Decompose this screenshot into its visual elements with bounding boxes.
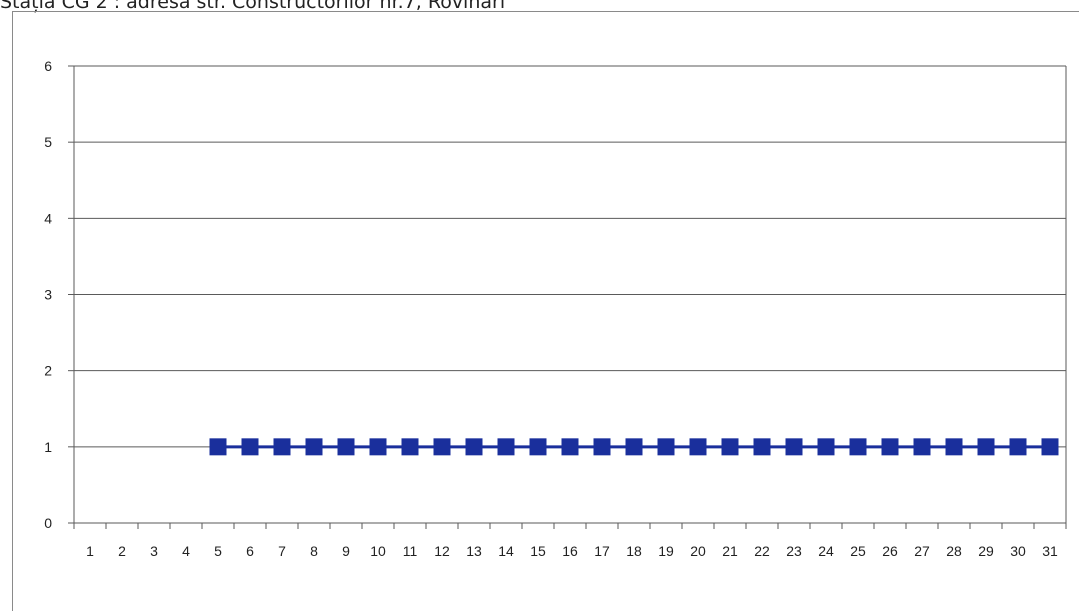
data-point-marker (305, 438, 323, 456)
x-tick-label: 16 (562, 543, 578, 559)
chart-caption: Stația CG 2 : adresa str. Constructorilo… (0, 0, 506, 13)
data-point-marker (561, 438, 579, 456)
y-tick-label: 1 (44, 439, 52, 455)
x-tick-label: 27 (914, 543, 930, 559)
y-tick-label: 0 (44, 515, 52, 531)
data-point-marker (593, 438, 611, 456)
data-point-marker (689, 438, 707, 456)
data-point-marker (977, 438, 995, 456)
data-point-marker (273, 438, 291, 456)
data-point-marker (1041, 438, 1059, 456)
data-point-marker (881, 438, 899, 456)
data-point-marker (465, 438, 483, 456)
data-point-marker (529, 438, 547, 456)
data-point-marker (945, 438, 963, 456)
x-tick-label: 8 (310, 543, 318, 559)
x-tick-label: 23 (786, 543, 802, 559)
x-tick-label: 5 (214, 543, 222, 559)
x-tick-label: 6 (246, 543, 254, 559)
x-tick-label: 9 (342, 543, 350, 559)
x-tick-label: 17 (594, 543, 610, 559)
data-point-marker (721, 438, 739, 456)
data-point-marker (913, 438, 931, 456)
x-tick-label: 3 (150, 543, 158, 559)
x-tick-label: 19 (658, 543, 674, 559)
x-tick-label: 18 (626, 543, 642, 559)
x-tick-label: 25 (850, 543, 866, 559)
x-tick-label: 28 (946, 543, 962, 559)
x-tick-label: 7 (278, 543, 286, 559)
x-tick-label: 12 (434, 543, 450, 559)
x-tick-label: 30 (1010, 543, 1026, 559)
x-tick-label: 15 (530, 543, 546, 559)
data-point-marker (753, 438, 771, 456)
data-point-marker (433, 438, 451, 456)
x-tick-label: 22 (754, 543, 770, 559)
data-point-marker (337, 438, 355, 456)
x-tick-label: 10 (370, 543, 386, 559)
x-tick-label: 31 (1042, 543, 1058, 559)
x-tick-label: 2 (118, 543, 126, 559)
data-point-marker (849, 438, 867, 456)
x-tick-label: 4 (182, 543, 190, 559)
x-tick-labels: 1 2 3 4 5 6 7 8 9 10 11 12 13 14 15 16 17 18 19 20 21 22 23 24 2… (86, 543, 1058, 559)
x-tick-label: 13 (466, 543, 482, 559)
x-tick-label: 29 (978, 543, 994, 559)
data-point-marker (1009, 438, 1027, 456)
data-point-marker (401, 438, 419, 456)
data-point-marker (369, 438, 387, 456)
x-tick-label: 1 (86, 543, 94, 559)
y-tick-labels: 0 1 2 3 4 5 6 (44, 58, 52, 531)
y-tick-label: 2 (44, 363, 52, 379)
y-tick-label: 3 (44, 287, 52, 303)
data-point-marker (209, 438, 227, 456)
data-point-marker (785, 438, 803, 456)
data-point-marker (817, 438, 835, 456)
x-tick-label: 14 (498, 543, 514, 559)
x-tick-label: 21 (722, 543, 738, 559)
data-point-marker (241, 438, 259, 456)
y-tick-label: 5 (44, 134, 52, 150)
series-layer (209, 438, 1059, 456)
y-tick-label: 6 (44, 58, 52, 74)
x-tick-label: 24 (818, 543, 834, 559)
axes (68, 65, 1067, 529)
x-tick-label: 11 (403, 543, 418, 559)
data-point-marker (497, 438, 515, 456)
x-tick-label: 26 (882, 543, 898, 559)
gridlines (74, 65, 1066, 448)
data-point-marker (625, 438, 643, 456)
y-tick-label: 4 (44, 210, 52, 226)
chart-frame (12, 11, 1079, 611)
x-tick-label: 20 (690, 543, 706, 559)
data-point-marker (657, 438, 675, 456)
